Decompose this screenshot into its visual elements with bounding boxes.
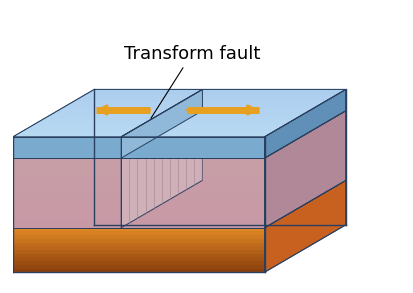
Polygon shape <box>265 111 346 228</box>
Polygon shape <box>13 258 265 261</box>
Polygon shape <box>13 243 265 246</box>
Polygon shape <box>13 269 265 272</box>
Polygon shape <box>142 119 295 125</box>
Polygon shape <box>162 107 316 113</box>
Polygon shape <box>13 111 202 158</box>
Polygon shape <box>13 158 121 228</box>
Polygon shape <box>13 239 265 243</box>
Polygon shape <box>64 101 182 107</box>
Polygon shape <box>121 176 265 184</box>
Polygon shape <box>13 254 265 258</box>
Polygon shape <box>121 131 275 137</box>
Polygon shape <box>74 186 336 192</box>
Polygon shape <box>13 231 265 235</box>
Polygon shape <box>13 89 202 137</box>
Polygon shape <box>43 204 305 210</box>
Polygon shape <box>13 250 265 254</box>
Polygon shape <box>33 119 152 125</box>
Polygon shape <box>13 246 265 250</box>
Polygon shape <box>265 89 346 158</box>
Polygon shape <box>13 137 121 158</box>
Polygon shape <box>13 222 275 228</box>
Polygon shape <box>13 235 265 239</box>
Polygon shape <box>13 261 265 265</box>
Polygon shape <box>121 158 265 167</box>
Polygon shape <box>152 113 305 119</box>
Polygon shape <box>84 180 346 186</box>
Polygon shape <box>121 184 265 193</box>
Polygon shape <box>54 198 316 204</box>
Polygon shape <box>74 95 192 101</box>
Polygon shape <box>13 219 121 228</box>
Polygon shape <box>13 158 121 167</box>
Polygon shape <box>13 228 265 231</box>
Polygon shape <box>121 202 265 210</box>
Polygon shape <box>54 107 172 113</box>
Polygon shape <box>121 219 265 228</box>
Polygon shape <box>121 111 202 228</box>
Polygon shape <box>33 210 295 216</box>
Polygon shape <box>182 95 336 101</box>
Polygon shape <box>43 113 162 119</box>
Polygon shape <box>13 228 265 272</box>
Polygon shape <box>13 131 131 137</box>
Polygon shape <box>121 158 265 228</box>
Polygon shape <box>121 193 265 202</box>
Polygon shape <box>121 111 346 158</box>
Polygon shape <box>23 125 142 131</box>
Polygon shape <box>121 210 265 219</box>
Polygon shape <box>13 184 121 193</box>
Polygon shape <box>13 265 265 269</box>
Polygon shape <box>131 125 285 131</box>
Polygon shape <box>172 101 325 107</box>
Polygon shape <box>13 202 121 210</box>
Polygon shape <box>265 180 346 272</box>
Polygon shape <box>121 167 265 176</box>
Polygon shape <box>23 216 285 222</box>
Polygon shape <box>64 192 325 198</box>
Polygon shape <box>84 89 202 95</box>
Text: Transform fault: Transform fault <box>124 45 260 118</box>
Polygon shape <box>13 167 121 176</box>
Polygon shape <box>13 193 121 202</box>
Polygon shape <box>192 89 346 95</box>
Polygon shape <box>121 89 346 137</box>
Polygon shape <box>13 180 346 228</box>
Polygon shape <box>121 137 265 158</box>
Polygon shape <box>121 89 202 158</box>
Polygon shape <box>13 210 121 219</box>
Polygon shape <box>13 176 121 184</box>
